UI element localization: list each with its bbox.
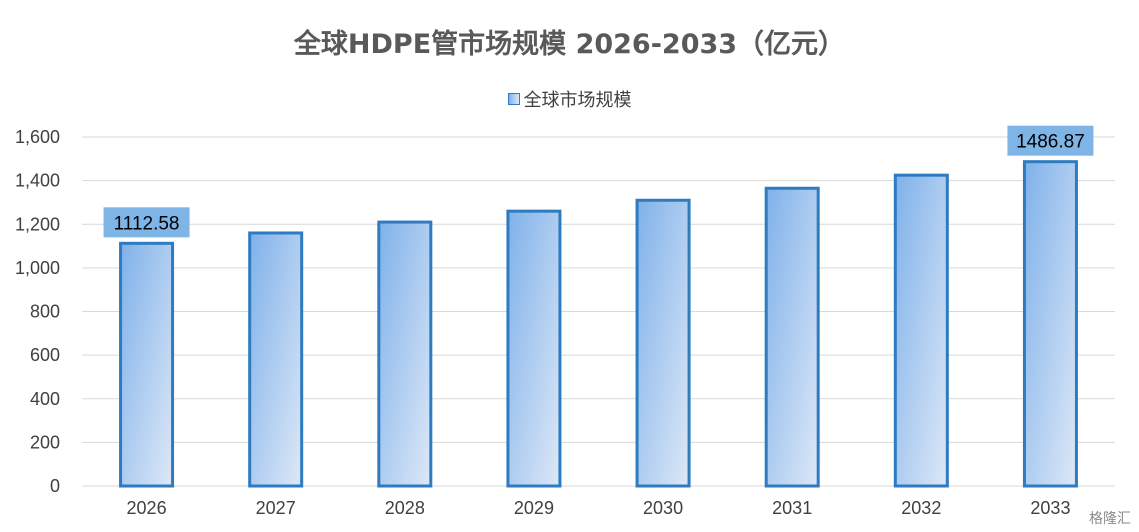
- bar: [248, 231, 304, 488]
- y-tick-label: 200: [30, 432, 60, 452]
- y-tick-label: 1,400: [15, 171, 60, 191]
- y-tick-label: 400: [30, 389, 60, 409]
- legend-swatch: [507, 93, 520, 105]
- bar: [377, 220, 433, 488]
- data-label-box: [1007, 125, 1094, 156]
- y-tick-label: 1,000: [15, 258, 60, 278]
- y-tick-label: 1,200: [15, 214, 60, 234]
- bar: [1022, 160, 1078, 488]
- bar: [764, 186, 820, 488]
- data-label-box: [103, 207, 190, 238]
- x-tick-label: 2028: [385, 498, 425, 518]
- bar: [893, 173, 949, 488]
- x-tick-label: 2032: [901, 498, 941, 518]
- data-label: 1486.87: [1016, 132, 1085, 153]
- y-tick-label: 1,600: [15, 127, 60, 147]
- y-tick-label: 0: [50, 476, 60, 496]
- legend-label: 全球市场规模: [523, 90, 632, 111]
- watermark: 格隆汇: [1089, 511, 1131, 527]
- bar: [506, 209, 562, 488]
- y-tick-label: 800: [30, 302, 60, 322]
- bar: [635, 198, 691, 488]
- x-tick-label: 2027: [256, 498, 296, 518]
- x-tick-label: 2030: [643, 498, 683, 518]
- bar: [119, 241, 175, 488]
- y-tick-label: 600: [30, 345, 60, 365]
- data-label: 1112.58: [114, 213, 180, 234]
- chart-title: 全球HDPE管市场规模 2026-2033（亿元）: [293, 29, 846, 60]
- x-tick-label: 2033: [1030, 498, 1070, 518]
- x-tick-label: 2031: [772, 498, 812, 518]
- x-tick-label: 2029: [514, 498, 554, 518]
- legend: 全球市场规模: [0, 86, 1139, 112]
- x-tick-label: 2026: [127, 498, 167, 518]
